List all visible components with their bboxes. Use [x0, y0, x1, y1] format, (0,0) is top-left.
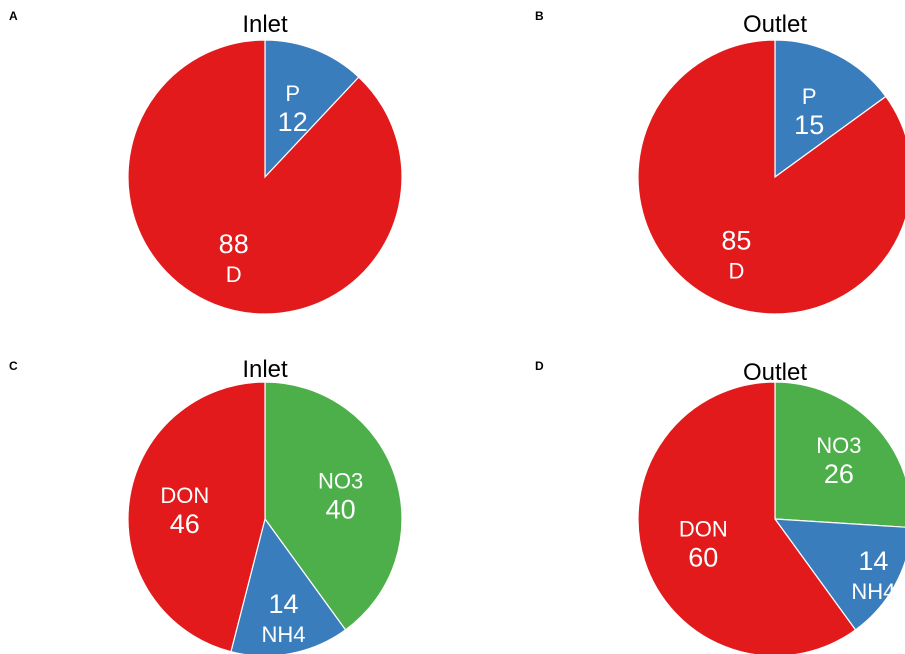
slice-label-d: 88 D	[219, 229, 249, 287]
slice-label-value: 12	[278, 107, 308, 137]
slice-label-name: DON	[160, 483, 209, 508]
pie-title: Outlet	[743, 11, 807, 38]
pie-slice-p	[774, 39, 887, 179]
pie-title: Inlet	[242, 11, 288, 38]
slice-label-value: 14	[858, 546, 888, 576]
slice-label-value: 85	[721, 226, 751, 256]
slice-label-no3: NO3 26	[816, 433, 861, 489]
slice-label-name: D	[226, 262, 242, 287]
slice-label-p: P 15	[794, 84, 824, 140]
pie-slice-no3	[264, 381, 403, 631]
pie-slice-don	[637, 381, 857, 654]
panel-letter: D	[535, 359, 544, 373]
pie-slice-nh4	[773, 518, 905, 631]
slice-label-no3: NO3 40	[318, 468, 363, 524]
pie-title: Inlet	[242, 356, 288, 383]
pie-panel-b: B Outlet P 15 85 D	[535, 9, 905, 315]
slice-label-name: NO3	[318, 468, 363, 493]
slice-label-p: P 12	[278, 81, 308, 137]
slice-label-nh4: 14 NH4	[261, 589, 305, 647]
pie-panel-a: A Inlet P 12 88 D	[9, 9, 403, 315]
slice-label-value: 60	[688, 542, 718, 572]
slice-label-value: 88	[219, 229, 249, 259]
slice-label-name: P	[285, 81, 300, 106]
slice-label-value: 40	[326, 494, 356, 524]
panel-letter: C	[9, 359, 18, 373]
panel-letter: B	[535, 9, 544, 23]
slice-label-d: 85 D	[721, 226, 751, 284]
slice-label-name: P	[802, 84, 817, 109]
slice-label-name: NO3	[816, 433, 861, 458]
slice-label-value: 26	[824, 459, 854, 489]
pie-slice-d	[637, 39, 905, 315]
panel-letter: A	[9, 9, 18, 23]
pie-slice-no3	[774, 381, 905, 528]
pie-slice-d	[127, 39, 403, 315]
slice-label-name: NH4	[851, 579, 895, 604]
slice-label-value: 14	[268, 589, 298, 619]
slice-label-name: NH4	[261, 622, 305, 647]
slice-label-don: DON 60	[679, 516, 728, 572]
pie-slice-don	[127, 381, 266, 653]
slice-label-value: 15	[794, 110, 824, 140]
pie-slice-p	[264, 39, 360, 179]
slice-label-name: D	[728, 259, 744, 284]
slice-label-value: 46	[170, 509, 200, 539]
slice-label-name: DON	[679, 516, 728, 541]
slice-label-don: DON 46	[160, 483, 209, 539]
slice-label-nh4: 14 NH4	[851, 546, 895, 604]
